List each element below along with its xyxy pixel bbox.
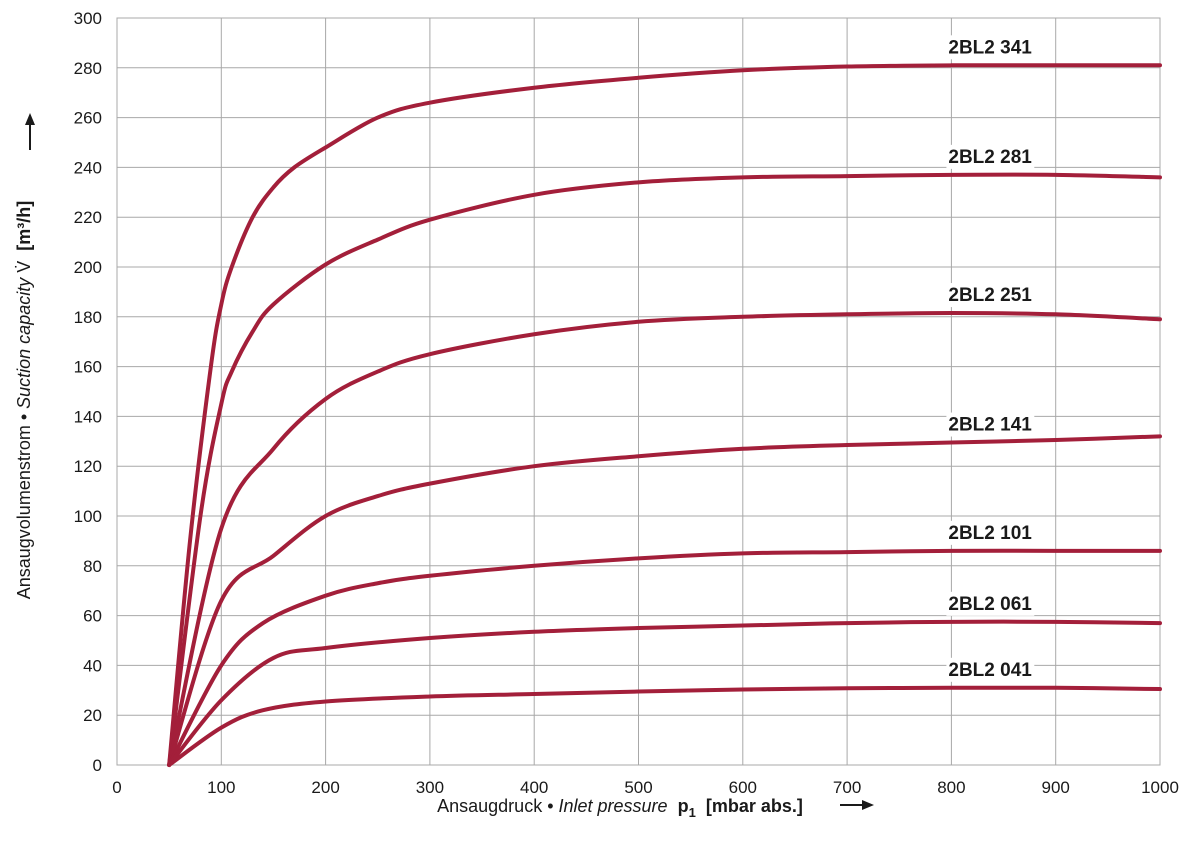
series-label-background [946,591,1035,616]
series-label-background [946,520,1035,545]
series-label-group-2bl2-101: 2BL2 101 [946,520,1035,545]
series-label-2bl2-341: 2BL2 341 [948,37,1032,58]
series-label-group-2bl2-061: 2BL2 061 [946,591,1035,616]
series-label-group-2bl2-251: 2BL2 251 [946,283,1035,308]
x-tick-label: 300 [416,778,444,797]
x-tick-label: 1000 [1141,778,1179,797]
series-label-2bl2-141: 2BL2 141 [948,415,1032,436]
series-label-2bl2-061: 2BL2 061 [948,594,1032,615]
series-line-2bl2-101 [167,548,1162,767]
series-label-2bl2-281: 2BL2 281 [948,147,1032,168]
y-tick-label: 0 [93,756,102,775]
x-axis-title: Ansaugdruck • Inlet pressure p1 [mbar ab… [437,796,803,820]
x-tick-label: 900 [1042,778,1070,797]
x-tick-label: 200 [311,778,339,797]
y-tick-label: 80 [83,557,102,576]
series-line-2bl2-251 [167,311,1162,767]
series-line-2bl2-281 [167,172,1162,767]
series-label-background [946,283,1035,308]
x-tick-label: 600 [729,778,757,797]
y-tick-label: 200 [74,258,102,277]
x-tick-label: 400 [520,778,548,797]
series-label-2bl2-041: 2BL2 041 [948,660,1032,681]
y-tick-label: 180 [74,308,102,327]
series-label-background [946,657,1035,682]
x-axis-arrow [840,800,874,810]
y-tick-label: 260 [74,109,102,128]
y-axis-title: Ansaugvolumenstrom • Suction capacity V̇… [14,201,34,600]
x-tick-label: 700 [833,778,861,797]
plot-frame [116,17,1161,766]
y-tick-label: 140 [74,407,102,426]
y-tick-label: 240 [74,158,102,177]
series-label-2bl2-251: 2BL2 251 [948,285,1032,306]
x-tick-label: 100 [207,778,235,797]
y-tick-label: 300 [74,9,102,28]
series-label-group-2bl2-141: 2BL2 141 [946,412,1035,437]
y-tick-label: 280 [74,59,102,78]
y-tick-label: 20 [83,706,102,725]
series-label-group-2bl2-281: 2BL2 281 [946,144,1035,169]
tick-labels: 0 20 40 60 80 100 120 140 160 180 200 220 240 260 280 3… [74,9,1179,797]
series-label-background [946,412,1035,437]
series-label-group-2bl2-341: 2BL2 341 [946,35,1035,60]
series-line-2bl2-141 [167,434,1162,767]
series-label-background [946,35,1035,60]
series-line-2bl2-061 [167,619,1162,767]
series-line-2bl2-341 [167,63,1162,767]
x-tick-label: 800 [937,778,965,797]
series-labels: 2BL2 341 2BL2 281 2BL2 251 2BL2 141 2BL2 101… [946,35,1035,682]
series-label-group-2bl2-041: 2BL2 041 [946,657,1035,682]
series-label-background [946,144,1035,169]
y-tick-label: 60 [83,607,102,626]
y-tick-label: 120 [74,457,102,476]
x-tick-label: 0 [112,778,121,797]
series-line-2bl2-041 [167,685,1162,767]
y-tick-label: 220 [74,208,102,227]
grid [116,17,1161,766]
y-tick-label: 100 [74,507,102,526]
y-tick-label: 40 [83,656,102,675]
series-lines [167,63,1162,767]
y-tick-label: 160 [74,358,102,377]
x-tick-label: 500 [624,778,652,797]
y-axis-arrow [25,113,35,150]
series-label-2bl2-101: 2BL2 101 [948,523,1032,544]
